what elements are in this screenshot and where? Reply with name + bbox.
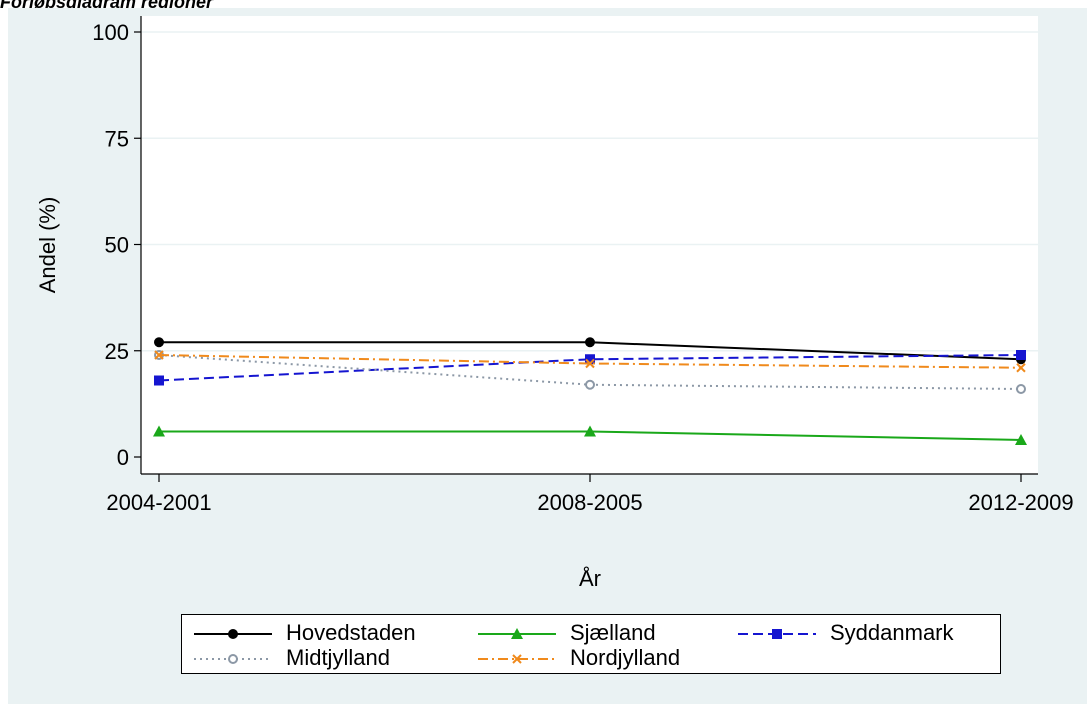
y-tick-label: 75: [105, 126, 129, 151]
series-line: [158, 354, 1022, 382]
legend-label: Nordjylland: [570, 645, 681, 670]
series-syddanmark: [154, 350, 1026, 386]
data-point: [512, 654, 522, 664]
data-point: [153, 425, 165, 437]
y-tick-label: 100: [92, 20, 129, 45]
data-point: [584, 425, 596, 437]
data-point: [585, 354, 595, 365]
x-tick-label: 2004-2001: [106, 490, 211, 515]
legend-symbol-midtjylland: [194, 654, 272, 664]
data-point: [772, 629, 782, 639]
legend-symbol-sjælland: [478, 628, 556, 639]
x-axis: 2004-2001 2008-2005 2012-2009: [106, 473, 1074, 515]
y-tick-label: 0: [117, 445, 129, 470]
legend-symbol-syddanmark: [738, 629, 816, 639]
x-tick-label: 2008-2005: [537, 490, 642, 515]
grid-lines: [141, 31, 1038, 352]
data-point: [154, 375, 164, 386]
series-line: [158, 354, 1022, 369]
data-point: [1016, 384, 1026, 394]
legend-label: Syddanmark: [830, 620, 954, 645]
legend-symbols: [194, 628, 816, 664]
data-point: [585, 379, 595, 390]
y-tick-label: 25: [105, 339, 129, 364]
legend-label: Hovedstaden: [286, 620, 416, 645]
y-axis-label: Andel (%): [35, 197, 60, 294]
legend-label: Sjælland: [570, 620, 656, 645]
data-point: [1016, 363, 1026, 373]
y-tick-label: 50: [105, 233, 129, 258]
legend-symbol-nordjylland: [478, 654, 556, 664]
x-tick-label: 2012-2009: [968, 490, 1073, 515]
data-point: [585, 358, 595, 369]
y-axis: 0 25 50 75 100: [92, 16, 142, 474]
data-point: [228, 629, 238, 639]
series-nordjylland: [154, 350, 1026, 373]
data-point: [228, 654, 238, 664]
data-point: [1016, 350, 1026, 360]
data-point: [1015, 434, 1027, 445]
data-point: [585, 337, 595, 348]
x-axis-label: År: [579, 566, 601, 591]
legend-symbol-hovedstaden: [194, 629, 272, 639]
data-point: [154, 350, 164, 360]
legend-label: Midtjylland: [286, 645, 390, 670]
data-point: [511, 628, 523, 639]
legend: Hovedstaden Sjælland Syddanmark Midtjylland…: [181, 614, 1001, 674]
series-sjælland: [153, 425, 1027, 445]
data-point: [154, 337, 164, 348]
series-group: [153, 337, 1027, 445]
